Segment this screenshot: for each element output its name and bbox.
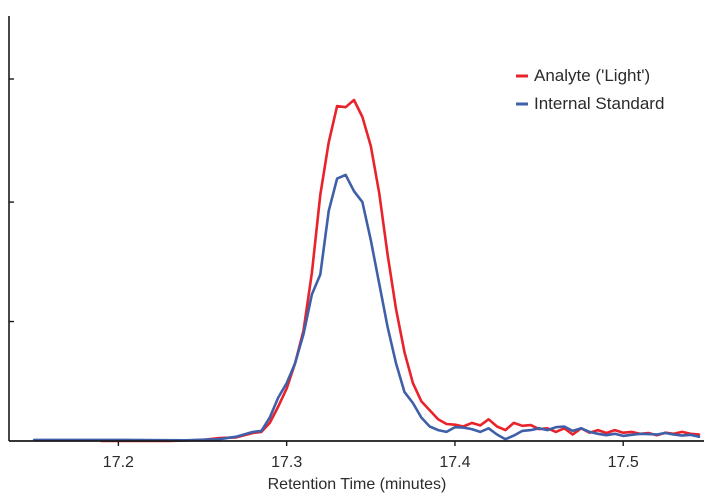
x-tick-label: 17.5 [608,454,639,471]
legend: Analyte ('Light') Internal Standard [516,66,664,113]
x-tick-label: 17.2 [103,454,134,471]
ticks-layer: 17.2 17.3 17.4 17.5 [9,78,639,471]
series-line-0 [100,98,701,443]
legend-label: Analyte ('Light') [534,66,650,85]
x-tick-label: 17.3 [271,454,302,471]
x-tick-label: 17.4 [439,454,470,471]
axes-layer [8,16,704,442]
legend-label: Internal Standard [534,94,664,113]
series-layer [32,98,701,443]
series-line-1 [32,173,701,442]
x-axis-title: Retention Time (minutes) [268,476,447,493]
